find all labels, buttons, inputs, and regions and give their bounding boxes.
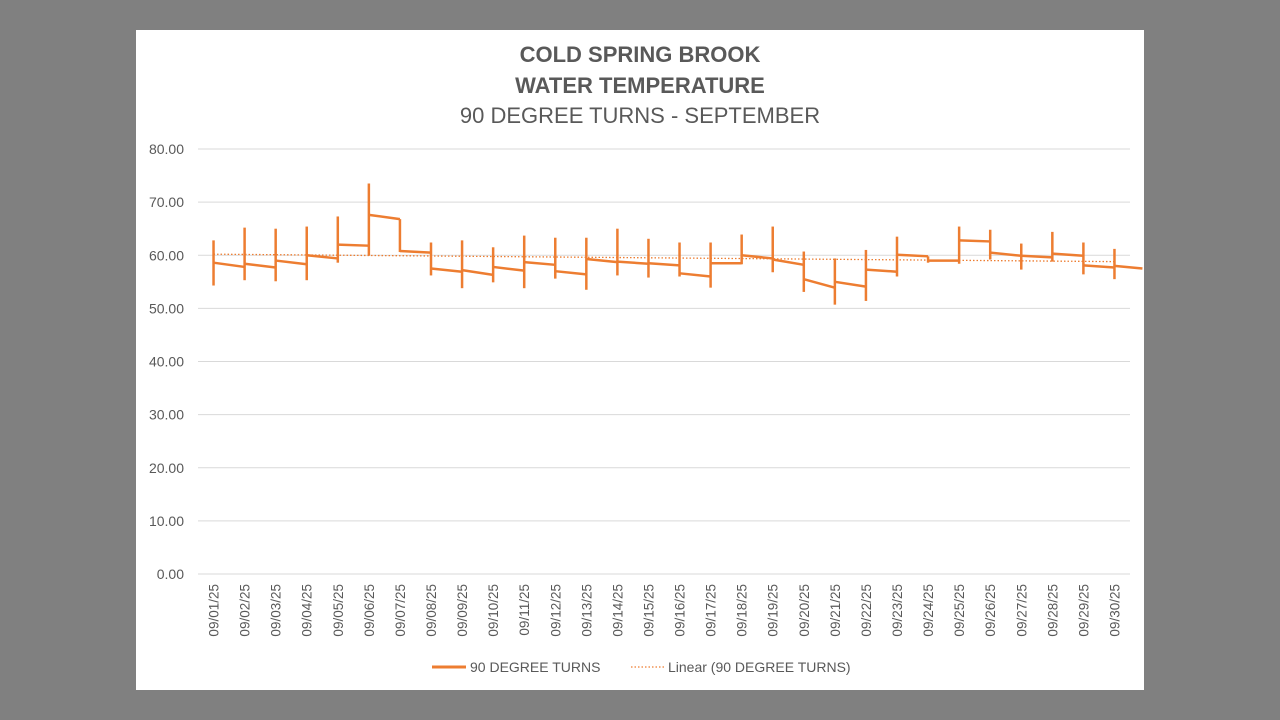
x-tick-label: 09/16/25: [673, 584, 688, 637]
chart-panel: COLD SPRING BROOK WATER TEMPERATURE 90 D…: [136, 30, 1144, 690]
y-tick-label: 30.00: [149, 407, 184, 423]
series-segment: [772, 258, 805, 267]
x-tick-label: 09/19/25: [766, 584, 781, 637]
y-tick-label: 60.00: [149, 247, 184, 263]
series-segment: [337, 243, 369, 247]
series-segment: [430, 267, 463, 273]
y-tick-label: 40.00: [149, 354, 184, 370]
chart-title-line1: COLD SPRING BROOK: [520, 42, 761, 67]
series-segment: [213, 261, 245, 269]
x-tick-label: 09/14/25: [610, 584, 625, 637]
x-tick-label: 09/13/25: [579, 584, 594, 637]
x-tick-label: 09/03/25: [269, 584, 284, 637]
legend: 90 DEGREE TURNS Linear (90 DEGREE TURNS): [432, 659, 851, 675]
series-segment: [648, 261, 680, 267]
x-tick-label: 09/02/25: [238, 584, 253, 637]
series-segment: [1021, 254, 1053, 259]
y-tick-label: 20.00: [149, 460, 184, 476]
series-segment: [399, 249, 432, 254]
x-tick-label: 09/04/25: [300, 584, 315, 637]
x-tick-label: 09/23/25: [890, 584, 905, 637]
y-tick-label: 80.00: [149, 141, 184, 157]
y-tick-label: 0.00: [157, 566, 184, 582]
series-segment: [1083, 264, 1115, 269]
series-segment: [244, 262, 276, 269]
series-segment: [834, 280, 867, 288]
chart-subtitle: 90 DEGREE TURNS - SEPTEMBER: [460, 103, 820, 128]
series-segment: [492, 265, 525, 272]
series-segment: [959, 239, 991, 243]
x-tick-label: 09/24/25: [921, 584, 936, 637]
x-tick-label: 09/12/25: [548, 584, 563, 637]
y-tick-label: 70.00: [149, 194, 184, 210]
x-tick-label: 09/18/25: [735, 584, 750, 637]
x-tick-label: 09/07/25: [393, 584, 408, 637]
x-tick-label: 09/10/25: [486, 584, 501, 637]
x-tick-label: 09/20/25: [797, 584, 812, 637]
series-segment: [555, 269, 587, 276]
x-tick-label: 09/01/25: [207, 584, 222, 637]
chart-svg: COLD SPRING BROOK WATER TEMPERATURE 90 D…: [149, 42, 1143, 675]
series-segment: [990, 251, 1022, 258]
y-tick-label: 50.00: [149, 300, 184, 316]
legend-label-series: 90 DEGREE TURNS: [470, 659, 600, 675]
series-segment: [741, 254, 773, 260]
x-tick-label: 09/26/25: [983, 584, 998, 637]
x-tick-label: 09/25/25: [952, 584, 967, 637]
x-tick-label: 09/29/25: [1076, 584, 1091, 637]
series-segment: [617, 260, 649, 265]
chart-title-line2: WATER TEMPERATURE: [515, 73, 765, 98]
series-segment: [306, 254, 338, 260]
series-segment: [896, 253, 929, 258]
x-tick-label: 09/21/25: [828, 584, 843, 637]
series-segment: [586, 257, 618, 264]
x-tick-label: 09/30/25: [1107, 584, 1122, 637]
legend-label-trendline: Linear (90 DEGREE TURNS): [668, 659, 851, 675]
x-tick-label: 09/28/25: [1045, 584, 1060, 637]
series-segment: [461, 268, 494, 277]
x-tick-label: 09/08/25: [424, 584, 439, 637]
y-tick-label: 10.00: [149, 513, 184, 529]
series-segment: [1052, 252, 1084, 258]
series-segment: [679, 272, 711, 278]
series-segment: [865, 268, 898, 273]
series-segment: [524, 260, 556, 267]
x-tick-label: 09/05/25: [331, 584, 346, 637]
x-tick-label: 09/09/25: [455, 584, 470, 637]
x-tick-label: 09/15/25: [641, 584, 656, 637]
x-tick-label: 09/17/25: [704, 584, 719, 637]
x-tick-label: 09/27/25: [1014, 584, 1029, 637]
x-tick-label: 09/06/25: [362, 584, 377, 637]
x-tick-label: 09/22/25: [859, 584, 874, 637]
series-segment: [368, 213, 401, 221]
x-tick-label: 09/11/25: [517, 584, 532, 636]
series-segment: [275, 259, 307, 266]
series-segment: [1114, 264, 1143, 270]
series-segment: [803, 277, 836, 289]
